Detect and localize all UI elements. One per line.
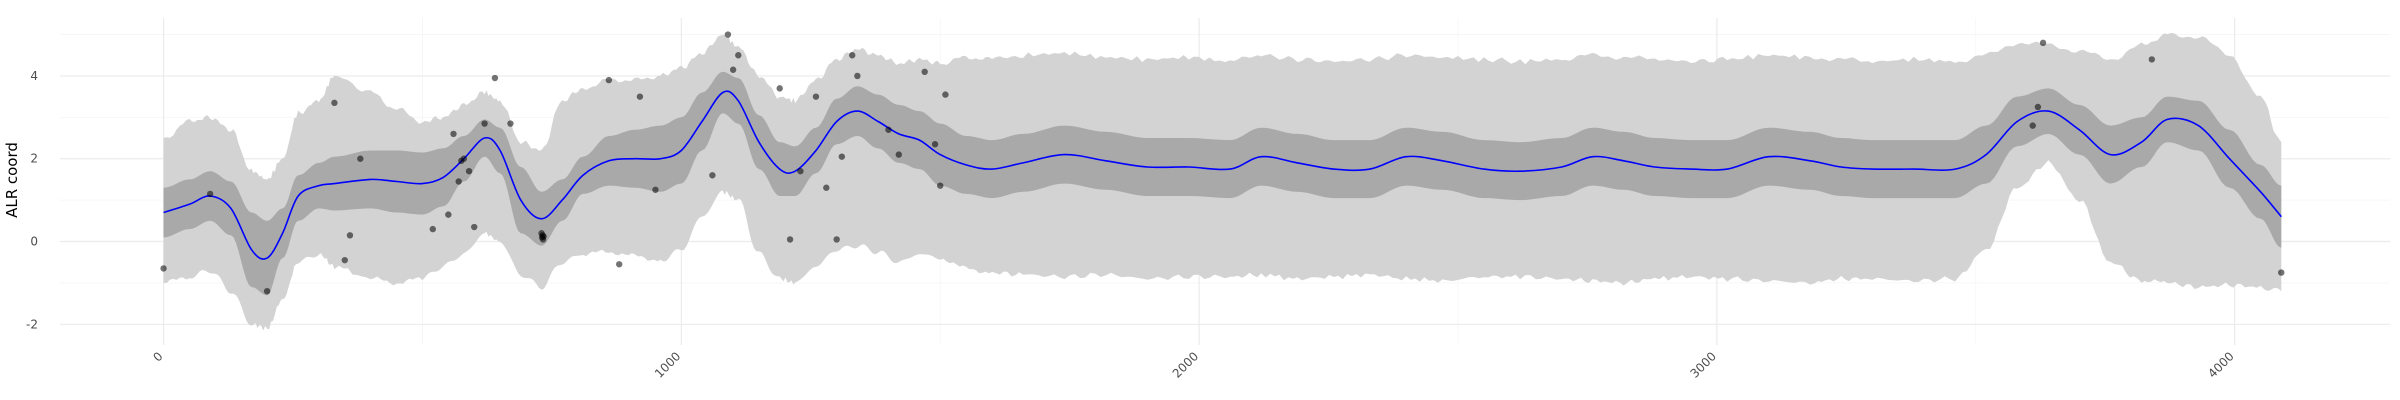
data-point [724, 31, 732, 38]
data-point [921, 68, 928, 76]
data-point [735, 52, 742, 59]
inner-band [163, 71, 2282, 296]
data-point [429, 225, 436, 233]
y-tick-label: 4 [30, 69, 38, 83]
data-point [2029, 122, 2036, 129]
data-point [341, 256, 348, 264]
data-point [465, 167, 473, 175]
data-point [652, 186, 659, 193]
y-tick-label: 0 [30, 235, 38, 249]
x-tick-label: 4000 [2205, 349, 2236, 380]
data-point [797, 167, 804, 175]
data-point [455, 178, 462, 185]
data-point [491, 74, 499, 82]
data-point [812, 93, 820, 100]
data-point [616, 261, 623, 268]
y-axis-title: ALR coord [3, 142, 21, 218]
x-tick-label: 1000 [652, 349, 683, 380]
data-point [445, 211, 452, 218]
x-tick-label: 3000 [1688, 349, 1719, 380]
data-point [937, 182, 944, 189]
data-point [331, 99, 338, 107]
x-tick-label: 0 [150, 349, 165, 364]
data-point [838, 153, 846, 160]
data-point [2039, 39, 2047, 47]
data-point [160, 265, 167, 272]
data-point [854, 72, 861, 80]
data-point [729, 66, 737, 73]
x-tick-label: 2000 [1170, 349, 1201, 380]
data-point [263, 287, 271, 295]
data-point [776, 85, 783, 92]
data-point [357, 155, 364, 162]
data-point [471, 223, 478, 231]
data-point [709, 172, 716, 179]
data-point [885, 126, 892, 133]
data-point [942, 91, 949, 98]
data-point [833, 236, 840, 243]
data-point [2148, 56, 2156, 63]
data-point [346, 232, 354, 239]
mean-line [163, 90, 2282, 260]
data-point [786, 236, 794, 243]
data-point [507, 120, 514, 127]
data-point [2278, 269, 2285, 276]
data-point [450, 130, 457, 138]
x-axis-ticks: 0 1000 2000 3000 4000 [150, 349, 2236, 380]
data-point [206, 190, 214, 198]
data-point [849, 52, 856, 59]
data-point [895, 151, 902, 158]
data-point [931, 141, 939, 148]
data-point [2034, 103, 2042, 111]
y-axis-ticks: -2 0 2 4 [26, 69, 38, 331]
data-point [540, 233, 547, 240]
y-tick-label: 2 [30, 152, 38, 166]
data-point [460, 155, 468, 162]
data-point [823, 184, 830, 191]
mean-line-group [163, 90, 2282, 260]
inner-band-group [163, 71, 2282, 296]
data-point [605, 76, 613, 84]
data-point [481, 120, 488, 127]
y-tick-label: -2 [26, 317, 38, 331]
data-point [636, 93, 644, 100]
data-points [160, 31, 2285, 295]
